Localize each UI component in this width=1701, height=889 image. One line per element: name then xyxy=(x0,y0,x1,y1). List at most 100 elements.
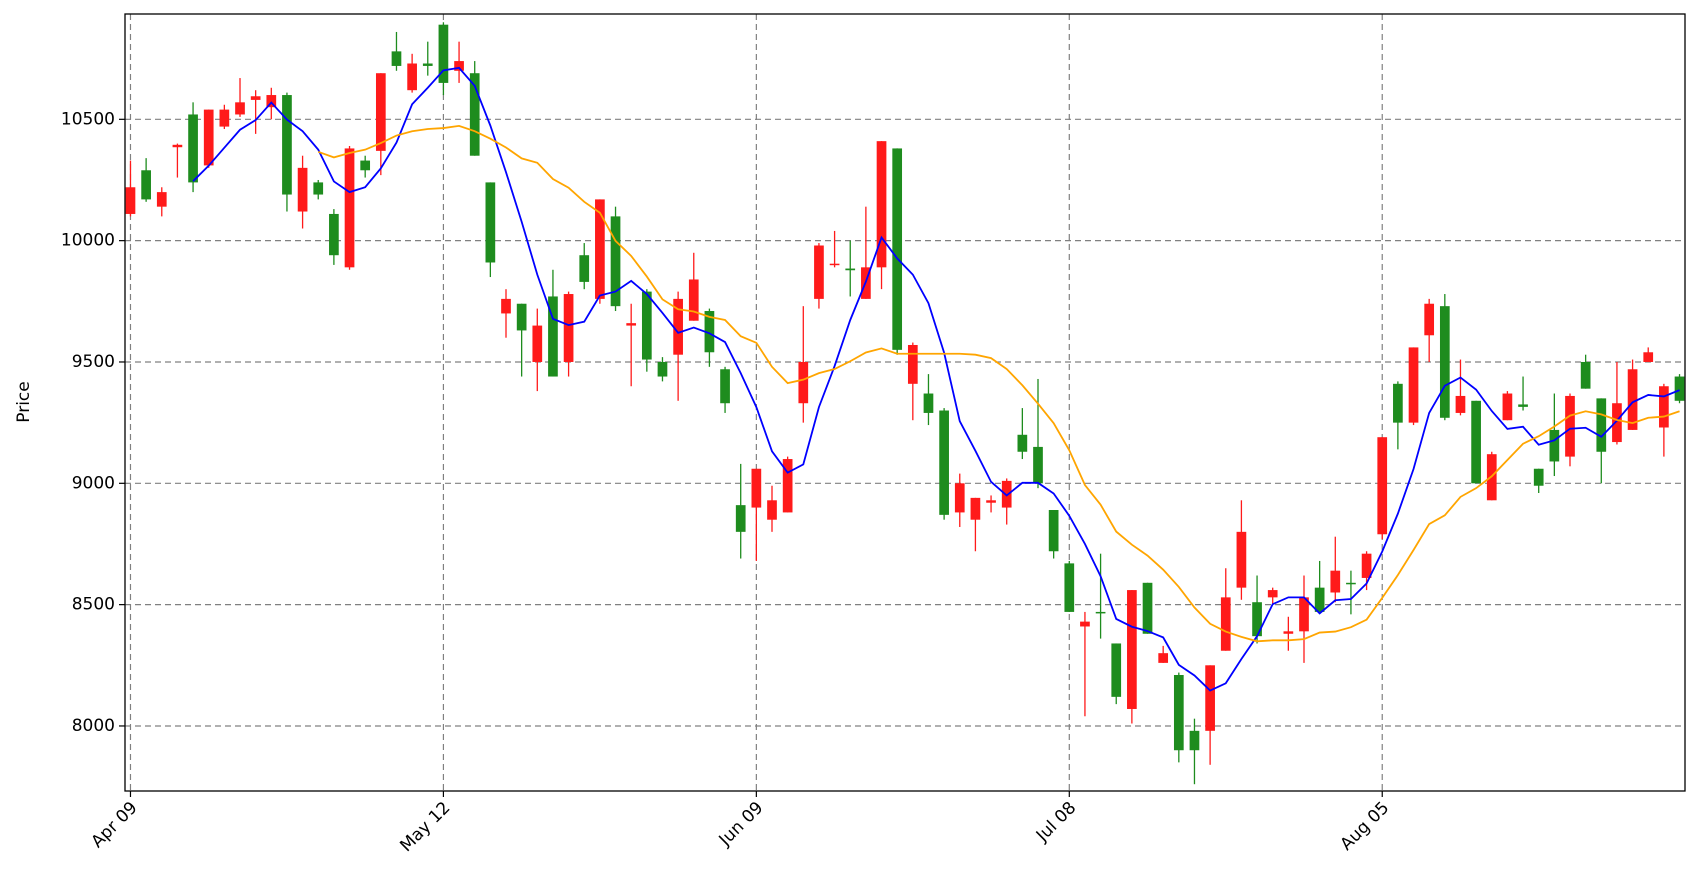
candle-body xyxy=(1424,303,1435,336)
candle-body xyxy=(548,296,558,377)
candle-body xyxy=(923,393,934,413)
candle-body xyxy=(1236,531,1247,588)
candle-body xyxy=(156,192,167,207)
candle-body xyxy=(1565,395,1575,457)
x-tick-label: Jul 08 xyxy=(1032,798,1080,846)
candle-body xyxy=(1518,404,1528,407)
candle-body xyxy=(798,361,809,404)
candle-body xyxy=(1580,361,1591,389)
candle-body xyxy=(1158,653,1169,663)
candle-body xyxy=(704,311,715,353)
candle-body xyxy=(735,505,746,532)
candle-body xyxy=(986,500,996,503)
candle-body xyxy=(1095,611,1106,614)
candle-body xyxy=(767,500,777,520)
candle-body xyxy=(751,468,762,508)
y-tick-label: 9500 xyxy=(72,352,115,372)
candle-body xyxy=(1189,730,1200,751)
y-tick-label: 9000 xyxy=(72,473,115,493)
candle-body xyxy=(219,109,230,127)
candle-body xyxy=(1220,597,1231,651)
candle-body xyxy=(1408,347,1419,423)
candle-body xyxy=(360,160,371,171)
candle-body xyxy=(876,141,887,268)
candle-body xyxy=(235,102,245,115)
candle-body xyxy=(939,410,949,515)
candle-body xyxy=(422,63,433,66)
candle-body xyxy=(1283,631,1294,634)
candle-body xyxy=(516,303,527,331)
candle-body xyxy=(141,170,151,200)
candle-body xyxy=(1502,393,1513,421)
candle-body xyxy=(375,73,386,151)
candle-body xyxy=(532,325,543,362)
candle-body xyxy=(1267,590,1278,598)
candle-body xyxy=(829,263,840,266)
candle-body xyxy=(1142,582,1153,634)
candle-body xyxy=(1439,306,1450,418)
candle-body xyxy=(673,298,683,355)
moving-average-line xyxy=(317,124,1680,643)
candle-body xyxy=(1048,509,1059,552)
candle-body xyxy=(1017,434,1028,452)
candle-body xyxy=(595,199,605,299)
candle-body xyxy=(1627,369,1638,430)
candle-body xyxy=(1111,643,1122,697)
candle-body xyxy=(266,95,277,108)
candle-body xyxy=(970,497,981,520)
x-tick-label: May 12 xyxy=(396,798,454,856)
x-tick-label: Jun 09 xyxy=(715,798,768,851)
candle-body xyxy=(1033,446,1043,484)
candle-body xyxy=(188,114,198,183)
candle-body xyxy=(297,167,308,212)
y-tick-label: 8000 xyxy=(72,716,115,736)
candle-body xyxy=(469,73,480,156)
candle-body xyxy=(1001,480,1012,508)
candle-body xyxy=(1314,587,1325,612)
candle-body xyxy=(892,148,903,350)
y-tick-label: 8500 xyxy=(72,595,115,615)
candle-body xyxy=(1596,398,1607,452)
candle-body xyxy=(344,148,355,268)
x-tick-label: Aug 05 xyxy=(1337,798,1394,855)
candle-body xyxy=(454,61,464,71)
candle-body xyxy=(1205,665,1215,731)
candle-body xyxy=(1330,570,1341,593)
y-axis-label: Price xyxy=(14,381,34,422)
candle-body xyxy=(438,24,449,83)
candle-body xyxy=(1533,468,1544,486)
candle-body xyxy=(485,182,496,263)
candle-body xyxy=(1674,376,1685,401)
plot-frame xyxy=(124,13,1686,792)
candle-body xyxy=(1173,675,1184,751)
candle-body xyxy=(782,459,793,513)
candle-body xyxy=(501,298,511,314)
candle-body xyxy=(1455,395,1466,413)
candle-body xyxy=(172,144,183,148)
candle-body xyxy=(563,294,574,362)
candle-body xyxy=(203,109,214,166)
candle-body xyxy=(579,255,590,282)
candle-body xyxy=(1471,400,1481,484)
moving-average-line xyxy=(192,66,1680,692)
candle-body xyxy=(1659,386,1669,428)
candle-body xyxy=(250,96,261,100)
candle-body xyxy=(1549,429,1560,462)
candle-body xyxy=(610,216,621,307)
candle-body xyxy=(1127,590,1137,709)
candle-body xyxy=(1612,403,1622,443)
y-tick-label: 10000 xyxy=(61,231,115,251)
candle-body xyxy=(814,245,824,299)
candle-body xyxy=(1393,383,1403,423)
candle-body xyxy=(1252,602,1262,637)
candle-body xyxy=(1346,582,1356,585)
candle-body xyxy=(1080,621,1090,627)
candle-body xyxy=(1064,563,1075,612)
candle-body xyxy=(641,291,652,360)
candle-body xyxy=(125,187,136,214)
candle-body xyxy=(720,369,730,404)
candle-body xyxy=(1299,597,1309,632)
x-tick-label: Apr 09 xyxy=(87,798,141,852)
